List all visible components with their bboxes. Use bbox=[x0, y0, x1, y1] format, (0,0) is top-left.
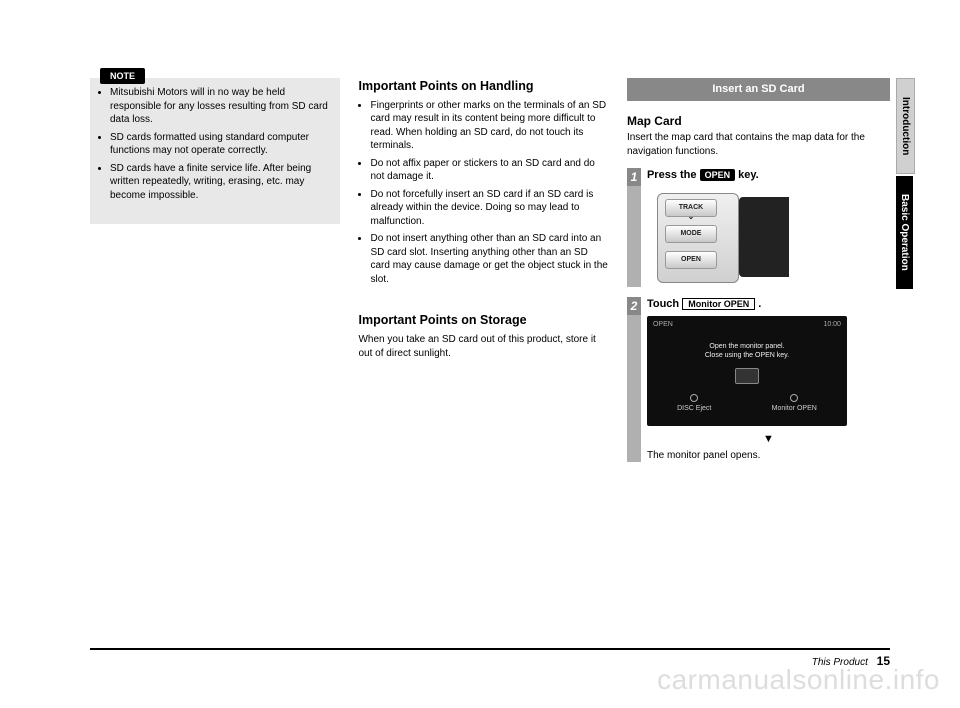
screen-time: 10:00 bbox=[823, 320, 841, 329]
note-item: SD cards have a finite service life. Aft… bbox=[110, 162, 332, 203]
step-1-prefix: Press the bbox=[647, 169, 700, 181]
step-1-number: 1 bbox=[627, 168, 641, 186]
step-1-suffix: key. bbox=[735, 169, 759, 181]
page-content: NOTE Mitsubishi Motors will in no way be… bbox=[90, 78, 890, 658]
screen-line1: Open the monitor panel. bbox=[647, 342, 847, 351]
tab-basic-operation: Basic Operation bbox=[896, 176, 913, 289]
handling-item: Fingerprints or other marks on the termi… bbox=[370, 99, 608, 153]
side-tabs: Introduction Basic Operation bbox=[896, 78, 918, 289]
step-1: 1 Press the OPEN key. TRACK ⌄ MODE OPEN bbox=[627, 168, 890, 287]
screen-illustration: OPEN 10:00 Open the monitor panel. Close… bbox=[647, 316, 847, 426]
monitor-open-label: Monitor OPEN bbox=[772, 405, 817, 412]
handling-item: Do not affix paper or stickers to an SD … bbox=[370, 157, 608, 184]
handling-item: Do not forcefully insert an SD card if a… bbox=[370, 188, 608, 229]
device-screen bbox=[739, 197, 789, 277]
note-label: NOTE bbox=[100, 68, 145, 84]
step-2-bar: 2 bbox=[627, 297, 641, 462]
handling-item: Do not insert anything other than an SD … bbox=[370, 232, 608, 286]
step-1-bar: 1 bbox=[627, 168, 641, 287]
note-item: SD cards formatted using standard comput… bbox=[110, 131, 332, 158]
device-open-button: OPEN bbox=[665, 251, 717, 269]
note-box: NOTE Mitsubishi Motors will in no way be… bbox=[90, 78, 340, 224]
step-2-result: The monitor panel opens. bbox=[647, 449, 890, 463]
track-label: TRACK bbox=[679, 204, 704, 211]
map-card-heading: Map Card bbox=[627, 113, 890, 129]
column-1: NOTE Mitsubishi Motors will in no way be… bbox=[90, 78, 340, 472]
chevron-down-icon: ⌄ bbox=[666, 214, 716, 220]
column-2: Important Points on Handling Fingerprint… bbox=[358, 78, 608, 472]
step-2-prefix: Touch bbox=[647, 298, 682, 310]
screen-line2: Close using the OPEN key. bbox=[647, 351, 847, 360]
open-key-label: OPEN bbox=[700, 169, 736, 181]
dot-icon bbox=[790, 394, 798, 402]
columns: NOTE Mitsubishi Motors will in no way be… bbox=[90, 78, 890, 472]
screen-options: DISC Eject Monitor OPEN bbox=[647, 394, 847, 413]
monitor-open-key-label: Monitor OPEN bbox=[682, 298, 755, 310]
note-item: Mitsubishi Motors will in no way be held… bbox=[110, 86, 332, 127]
disc-eject-label: DISC Eject bbox=[677, 405, 711, 412]
screen-opt-monitor-open: Monitor OPEN bbox=[772, 394, 817, 413]
handling-heading: Important Points on Handling bbox=[358, 78, 608, 95]
device-track-button: TRACK ⌄ bbox=[665, 199, 717, 217]
device-illustration: TRACK ⌄ MODE OPEN bbox=[647, 187, 777, 287]
screen-open-label: OPEN bbox=[653, 320, 673, 329]
watermark: carmanualsonline.info bbox=[657, 664, 940, 696]
note-list: Mitsubishi Motors will in no way be held… bbox=[98, 86, 332, 202]
down-triangle-icon: ▼ bbox=[647, 432, 890, 447]
dot-icon bbox=[690, 394, 698, 402]
step-2: 2 Touch Monitor OPEN . OPEN 10:00 Open t… bbox=[627, 297, 890, 462]
tab-introduction: Introduction bbox=[896, 78, 915, 174]
handling-list: Fingerprints or other marks on the termi… bbox=[358, 99, 608, 287]
section-bar: Insert an SD Card bbox=[627, 78, 890, 101]
screen-monitor-icon bbox=[735, 368, 759, 384]
step-2-body: Touch Monitor OPEN . OPEN 10:00 Open the… bbox=[647, 297, 890, 462]
step-2-suffix: . bbox=[755, 298, 761, 310]
step-1-title: Press the OPEN key. bbox=[647, 168, 890, 183]
screen-opt-disc-eject: DISC Eject bbox=[677, 394, 711, 413]
device-mode-button: MODE bbox=[665, 225, 717, 243]
step-2-title: Touch Monitor OPEN . bbox=[647, 297, 890, 312]
map-card-text: Insert the map card that contains the ma… bbox=[627, 131, 890, 158]
screen-message: Open the monitor panel. Close using the … bbox=[647, 342, 847, 360]
screen-top-bar: OPEN 10:00 bbox=[653, 320, 841, 329]
step-2-number: 2 bbox=[627, 297, 641, 315]
storage-text: When you take an SD card out of this pro… bbox=[358, 333, 608, 360]
column-3: Insert an SD Card Map Card Insert the ma… bbox=[627, 78, 890, 472]
storage-heading: Important Points on Storage bbox=[358, 312, 608, 329]
step-1-body: Press the OPEN key. TRACK ⌄ MODE OPEN bbox=[647, 168, 890, 287]
